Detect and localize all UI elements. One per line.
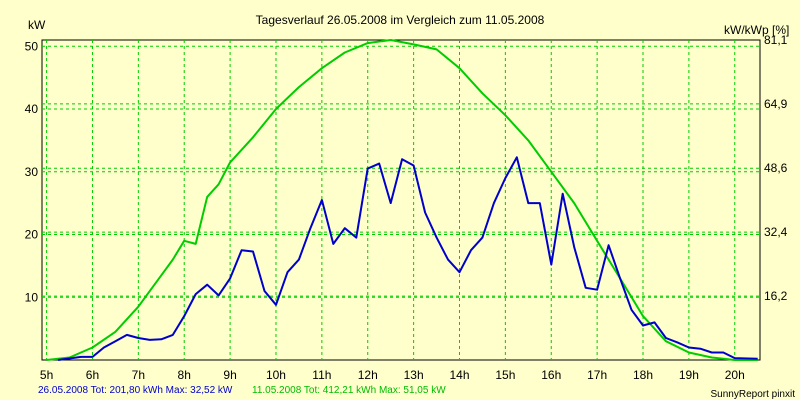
x-tick-label: 17h (587, 368, 607, 382)
x-tick-label: 15h (495, 368, 515, 382)
plot-area (41, 39, 761, 361)
y-tick-label-left: 50 (25, 39, 39, 53)
y-tick-label-right: 64,9 (764, 97, 788, 111)
x-tick-label: 12h (358, 368, 378, 382)
series-line-2 (46, 39, 758, 361)
y-tick-label-left: 20 (25, 228, 39, 242)
y-tick-label-left: 30 (25, 165, 39, 179)
y-axis-right-label: kW/kWp [%] (724, 23, 789, 37)
y-tick-label-right: 16,2 (764, 289, 788, 303)
x-tick-label: 5h (40, 368, 53, 382)
x-tick-label: 20h (725, 368, 745, 382)
x-tick-label: 10h (266, 368, 286, 382)
series-line-1 (57, 156, 758, 361)
x-tick-label: 16h (541, 368, 561, 382)
axis-ticks: 5h 6h 7h 8h 9h 10h 11h 12h 13h 14h 15h 16h 17h 18h 19h… (25, 33, 788, 382)
y-tick-label-right: 48,6 (764, 161, 788, 175)
x-tick-label: 9h (223, 368, 236, 382)
x-tick-label: 14h (449, 368, 469, 382)
x-tick-label: 8h (178, 368, 191, 382)
y-tick-label-left: 40 (25, 102, 39, 116)
chart-title: Tagesverlauf 26.05.2008 im Vergleich zum… (256, 13, 545, 27)
x-tick-label: 19h (679, 368, 699, 382)
x-tick-label: 6h (86, 368, 99, 382)
y-tick-label-left: 10 (25, 290, 39, 304)
y-tick-label-right: 81,1 (764, 33, 788, 47)
x-tick-label: 18h (633, 368, 653, 382)
series-layer (46, 39, 758, 361)
y-tick-label-right: 32,4 (764, 225, 788, 239)
x-tick-label: 7h (132, 368, 145, 382)
y-axis-left-label: kW (28, 18, 46, 32)
x-tick-label: 11h (312, 368, 331, 382)
x-tick-label: 13h (404, 368, 424, 382)
